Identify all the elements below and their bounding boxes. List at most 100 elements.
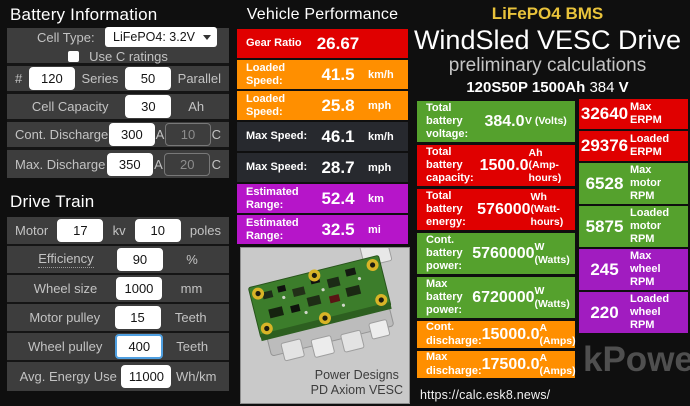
result-value: 5875 (585, 216, 624, 236)
parallel-input[interactable] (125, 67, 172, 90)
motor-kv-input[interactable] (57, 219, 104, 242)
result-value: 384.0 (484, 112, 525, 130)
app-subtitle: preliminary calculations (448, 55, 647, 76)
result-value: 245 (590, 259, 619, 279)
image-caption-line1: Power Designs (314, 367, 399, 382)
bms-badge: LiFePO4 BMS (491, 4, 604, 23)
result-value: 26.67 (316, 33, 360, 53)
result-label: Estimated Range: (246, 216, 299, 242)
cell-capacity-label: Cell Capacity (31, 99, 109, 114)
loaded-wheel-rpm-row: 220 Loaded wheel RPM (579, 292, 688, 333)
motor-pulley-input[interactable] (114, 306, 161, 329)
wheel-size-label: Wheel size (33, 281, 98, 296)
loaded-motor-rpm-row: 5875 Loaded motor RPM (579, 206, 688, 247)
cell-type-label: Cell Type: (37, 29, 95, 45)
result-value: 28.7 (321, 157, 355, 177)
motor-pulley-row: Motor pulley Teeth (7, 304, 229, 333)
max-speed-mph-row: Max Speed: 28.7 mph (237, 153, 408, 182)
result-unit: V (Volts) (525, 115, 567, 128)
cont-discharge-c-input[interactable] (164, 123, 211, 146)
wheel-pulley-row: Wheel pulley Teeth (7, 333, 229, 362)
cell-capacity-unit: Ah (188, 99, 205, 114)
result-label: Max discharge: (426, 351, 482, 377)
result-unit: Ah (Amp-hours) (528, 146, 562, 184)
chevron-down-icon (203, 34, 211, 40)
max-discharge-c-input[interactable] (164, 152, 211, 176)
motor-poles-input[interactable] (134, 219, 181, 242)
result-label: Cont. battery power: (426, 233, 463, 273)
result-value: 46.1 (321, 126, 355, 146)
result-label: Loaded wheel RPM (630, 292, 670, 332)
wheel-size-unit: mm (180, 281, 203, 296)
total-energy-row: Total battery energy: 576000 Wh (Watt-ho… (417, 189, 575, 230)
motor-row: Motor kv poles (7, 217, 229, 246)
cell-count-row: # Series Parallel (7, 66, 229, 94)
result-label: Gear Ratio (246, 37, 302, 50)
parallel-label: Parallel (177, 71, 222, 86)
result-unit: mph (368, 161, 392, 174)
vehicle-performance-title: Vehicle Performance (246, 6, 399, 23)
result-label: Max motor RPM (630, 163, 662, 203)
pack-spec: 120S50P 1500Ah 384 V (405, 79, 690, 96)
max-discharge-row: Max. Discharge A C (7, 150, 229, 178)
result-value: 15000.0 (481, 325, 540, 343)
estimated-range-km-row: Estimated Range: 52.4 km (237, 184, 408, 213)
cont-discharge-input[interactable] (108, 123, 155, 146)
result-value: 17500.0 (481, 355, 540, 373)
efficiency-row: Efficiency % (7, 246, 229, 275)
max-discharge-label: Max. Discharge (15, 156, 106, 172)
max-discharge-amp-unit: A (154, 156, 163, 172)
wheel-pulley-label: Wheel pulley (27, 339, 103, 354)
max-wheel-rpm-row: 245 Max wheel RPM (579, 249, 688, 290)
result-unit: mph (368, 99, 392, 112)
total-capacity-row: Total battery capacity: 1500.0 Ah (Amp-h… (417, 145, 575, 186)
wheel-size-input[interactable] (115, 277, 162, 300)
efficiency-input[interactable] (116, 248, 163, 271)
motor-kv-unit: kv (112, 223, 126, 238)
result-value: 41.5 (321, 64, 355, 84)
motor-label: Motor (15, 223, 49, 238)
use-c-ratings-checkbox[interactable] (68, 51, 80, 62)
result-label: Max wheel RPM (630, 249, 661, 289)
series-input[interactable] (28, 67, 75, 90)
max-speed-kmh-row: Max Speed: 46.1 km/h (237, 122, 408, 151)
result-unit: km/h (368, 68, 394, 81)
result-label: Max Speed: (246, 161, 308, 174)
image-caption-line2: PD Axiom VESC (310, 383, 403, 398)
result-label: Loaded Speed: (246, 61, 286, 87)
image-caption: Power Designs PD Axiom VESC (311, 368, 403, 399)
result-value: 25.8 (321, 95, 355, 115)
cont-discharge-amp-unit: A (155, 127, 165, 142)
result-label: Total battery capacity: (426, 145, 474, 185)
cont-discharge-c-unit: C (211, 127, 222, 142)
result-unit: km/h (368, 130, 394, 143)
result-value: 29376 (580, 136, 629, 155)
wheel-pulley-input[interactable] (115, 334, 164, 359)
wheel-size-row: Wheel size mm (7, 275, 229, 304)
battery-info-title: Battery Information (10, 5, 158, 24)
cont-power-row: Cont. battery power: 5760000 W (Watts) (417, 233, 575, 274)
drive-train-title: Drive Train (10, 192, 95, 211)
cont-discharge-label: Cont. Discharge (15, 127, 109, 142)
cell-capacity-input[interactable] (125, 95, 172, 118)
max-discharge-input[interactable] (106, 152, 153, 176)
result-label: Max battery power: (426, 277, 463, 317)
cell-type-selected-value: LiFePO4: 3.2V (113, 30, 195, 44)
efficiency-label: Efficiency (38, 251, 94, 268)
cell-type-select[interactable]: LiFePO4: 3.2V (105, 27, 217, 47)
cell-count-prefix: # (15, 71, 23, 86)
result-label: Max ERPM (630, 100, 662, 126)
cell-capacity-row: Cell Capacity Ah (7, 94, 229, 122)
result-unit: W (Watts) (534, 240, 570, 266)
use-c-ratings-label: Use C ratings (89, 49, 168, 64)
result-label: Loaded motor RPM (630, 206, 670, 246)
result-unit: A (Amps) (539, 321, 576, 347)
loaded-erpm-row: 29376 Loaded ERPM (579, 131, 688, 161)
loaded-speed-mph-row: Loaded Speed: 25.8 mph (237, 91, 408, 120)
cont-discharge-row: Cont. Discharge A C (7, 122, 229, 150)
gear-ratio-row: Gear Ratio 26.67 (237, 29, 408, 58)
motor-pulley-unit: Teeth (174, 310, 207, 325)
loaded-speed-kmh-row: Loaded Speed: 41.5 km/h (237, 60, 408, 89)
motor-outputs: 32640 Max ERPM 29376 Loaded ERPM 6528 Ma… (579, 99, 688, 335)
avg-energy-input[interactable] (121, 365, 172, 388)
